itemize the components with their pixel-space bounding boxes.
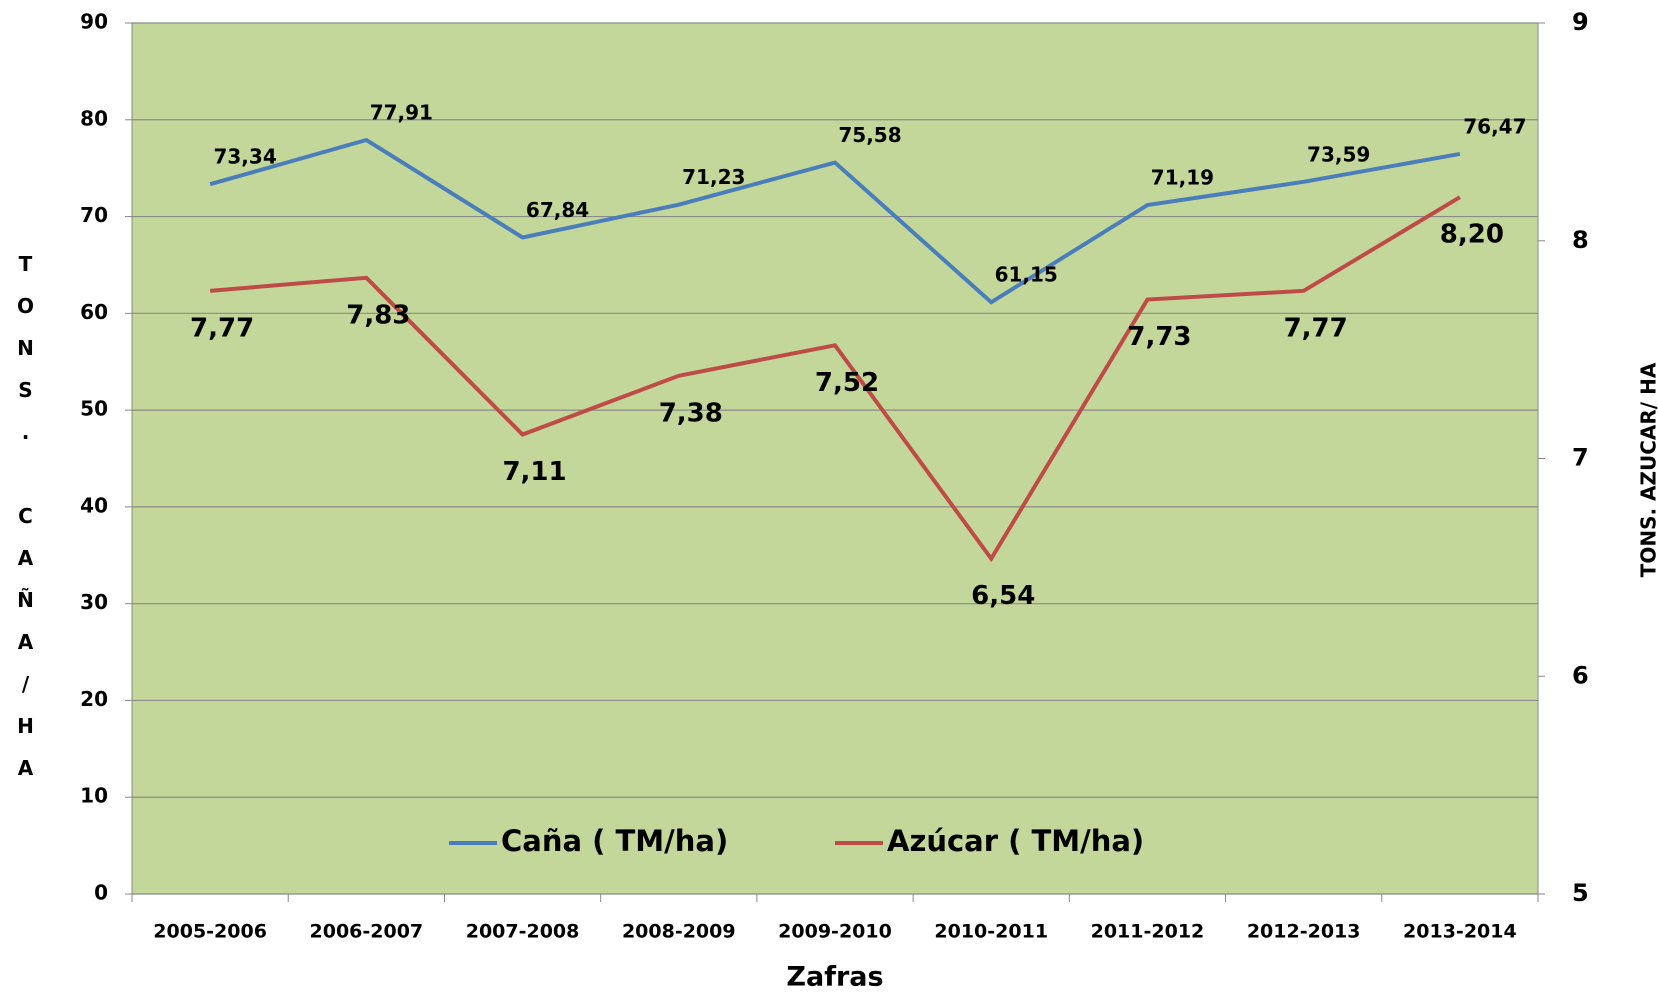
x-tick-label: 2011-2012	[1091, 921, 1205, 943]
x-tick-label: 2005-2006	[153, 921, 267, 943]
x-tick-label: 2007-2008	[466, 921, 580, 943]
data-label: 76,47	[1463, 114, 1526, 138]
x-tick-label: 2012-2013	[1247, 921, 1361, 943]
x-axis-label: Zafras	[786, 962, 883, 993]
data-label: 8,20	[1440, 220, 1504, 250]
legend-label: Azúcar ( TM/ha)	[887, 824, 1144, 858]
legend-label: Caña ( TM/ha)	[501, 824, 728, 858]
data-label: 7,73	[1127, 322, 1191, 352]
line-series	[209, 195, 1461, 563]
x-tick-label: 2013-2014	[1403, 921, 1517, 943]
y-tick-label: 10	[80, 784, 108, 808]
data-label: 7,11	[502, 457, 566, 487]
x-tick-label: 2008-2009	[622, 921, 736, 943]
y-tick-label: 0	[94, 881, 108, 905]
x-tick-label: 2009-2010	[778, 921, 892, 943]
y2-tick-label: 5	[1572, 879, 1589, 907]
y-tick-label: 30	[80, 590, 108, 614]
plot-area	[132, 23, 1538, 894]
x-tick-label: 2006-2007	[310, 921, 424, 943]
y2-tick-label: 8	[1572, 226, 1589, 254]
data-label: 71,23	[682, 165, 745, 189]
y2-tick-label: 9	[1572, 8, 1589, 36]
y2-axis-label: TONS. AZUCAR/ HA	[1637, 362, 1658, 577]
line-series	[209, 137, 1461, 305]
x-tick-label: 2010-2011	[934, 921, 1048, 943]
data-label: 75,58	[838, 123, 901, 147]
data-label: 73,59	[1307, 142, 1370, 166]
y-tick-label: 40	[80, 493, 108, 517]
data-label: 77,91	[370, 101, 433, 125]
data-label: 7,77	[190, 313, 254, 343]
data-label: 7,77	[1284, 313, 1348, 343]
data-label: 7,38	[659, 398, 723, 428]
data-label: 7,83	[346, 300, 410, 330]
data-label: 61,15	[995, 263, 1058, 287]
data-label: 67,84	[526, 198, 589, 222]
y-tick-label: 50	[80, 397, 108, 421]
data-label: 71,19	[1151, 166, 1214, 190]
data-label: 73,34	[213, 145, 276, 169]
y-tick-label: 80	[80, 106, 108, 130]
y-tick-label: 70	[80, 203, 108, 227]
y-tick-label: 90	[80, 10, 108, 34]
y-tick-label: 20	[80, 687, 108, 711]
data-label: 7,52	[815, 368, 879, 398]
y2-tick-label: 6	[1572, 661, 1589, 689]
y2-tick-label: 7	[1572, 444, 1589, 472]
data-label: 6,54	[971, 581, 1035, 611]
y-tick-label: 60	[80, 300, 108, 324]
y-axis-label: TONS. CAÑA/HA	[14, 252, 38, 798]
